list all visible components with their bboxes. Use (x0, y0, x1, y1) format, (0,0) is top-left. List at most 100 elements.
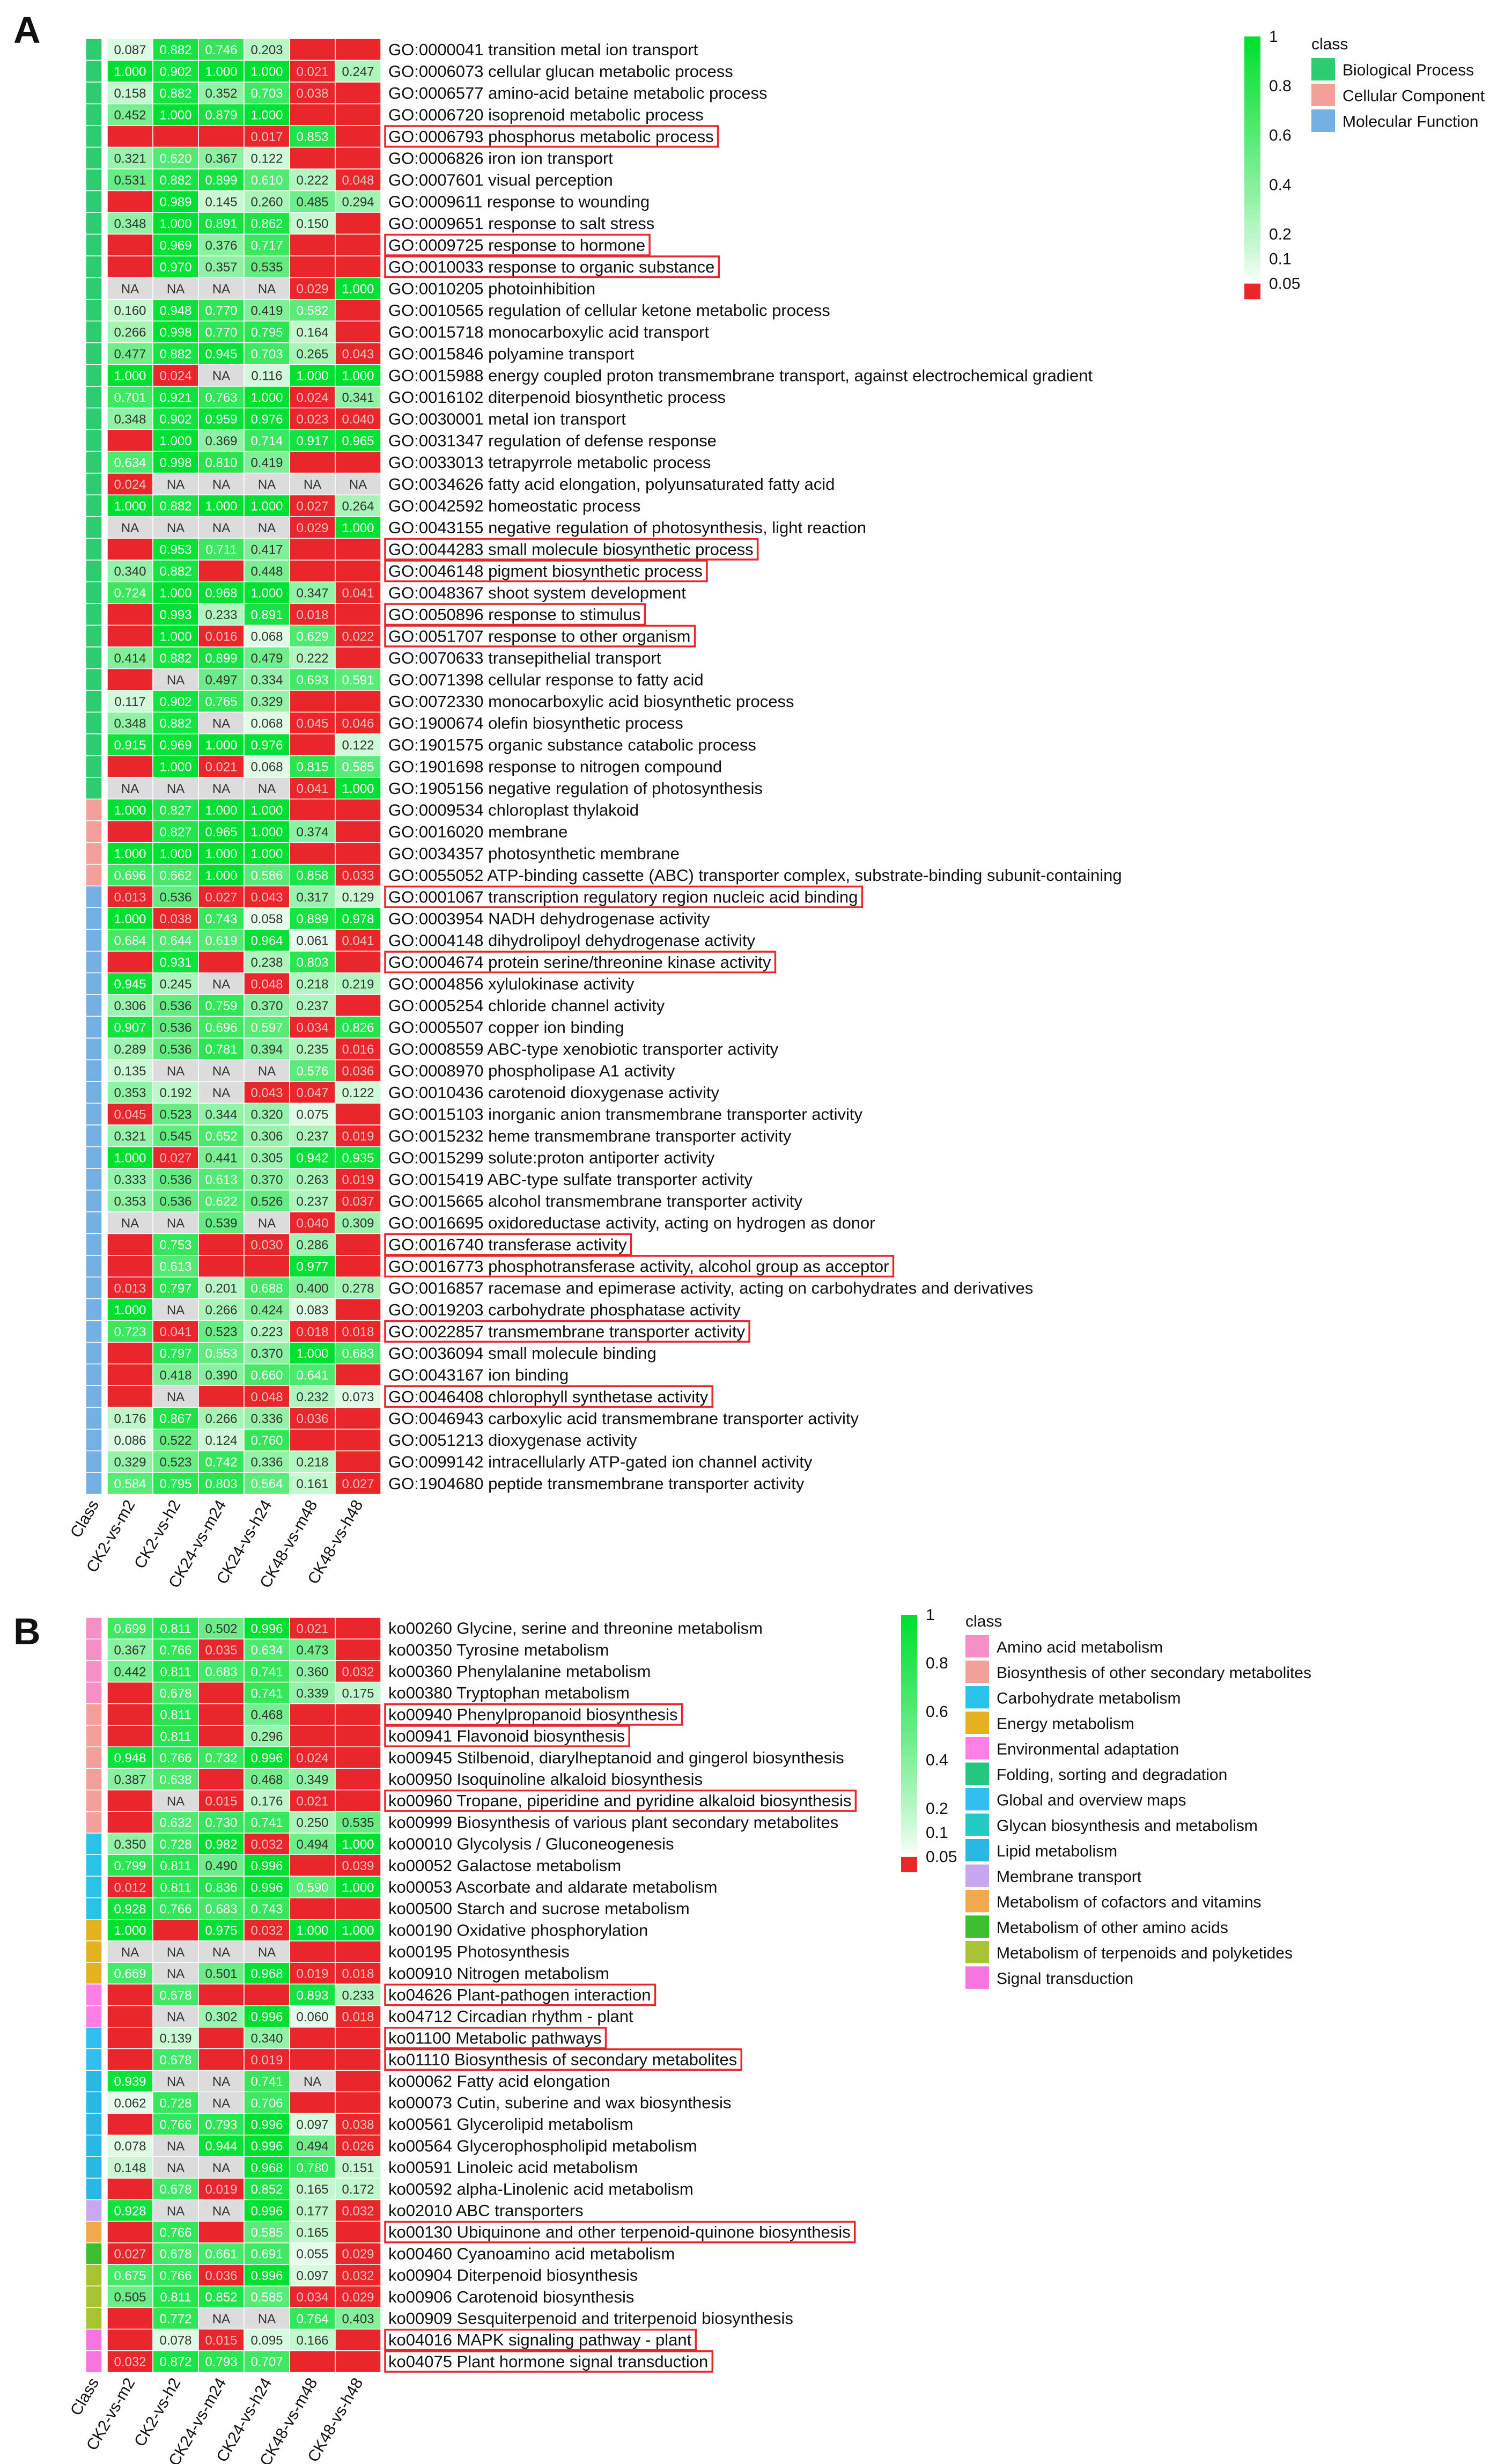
class-cell (85, 2027, 102, 2049)
heatmap-cell (289, 2156, 336, 2179)
row-label: GO:0004148 dihydrolipoyl dehydrogenase a… (388, 931, 756, 950)
cell-value: 0.441 (205, 1151, 237, 1166)
cell-value: 0.921 (159, 391, 191, 405)
cell-value: 0.928 (114, 2204, 146, 2218)
class-cell (85, 233, 102, 256)
cell-value: 0.353 (114, 1086, 146, 1100)
heatmap-cell (289, 38, 336, 61)
cell-value: 0.811 (160, 1708, 191, 1723)
heatmap-cell (335, 1102, 381, 1126)
cell-value: 0.390 (205, 1369, 237, 1383)
colorbar-segment (1244, 82, 1260, 87)
heatmap-cell (289, 2113, 336, 2136)
cell-value: 0.968 (250, 2161, 283, 2175)
colorbar-segment (1244, 238, 1260, 243)
heatmap-cell (244, 1298, 290, 1321)
row-label: GO:0009651 response to salt stress (388, 214, 654, 233)
cell-value: 0.766 (159, 2269, 191, 2283)
heatmap-cell (244, 1983, 290, 2006)
cell-value: 0.811 (160, 2290, 191, 2305)
cell-value: 0.996 (250, 1622, 283, 1636)
cell-value: 0.803 (205, 1477, 237, 1491)
class-cell (85, 386, 102, 409)
heatmap-cell (335, 190, 381, 213)
colorbar-segment (901, 1756, 917, 1761)
heatmap-cell (107, 320, 153, 343)
cell-value: 0.620 (159, 152, 191, 166)
cell-value: 0.862 (250, 217, 283, 231)
heatmap-cell (198, 1081, 245, 1104)
heatmap-cell (198, 1189, 245, 1212)
heatmap-cell (244, 733, 290, 756)
cell-value: 0.278 (342, 1282, 374, 1296)
table-row: 0.078 NA 0.944 0.996 0.494 0.026 ko00564 Glyce… (85, 2135, 697, 2157)
highlight-box (384, 1725, 630, 1747)
legend-swatch (1311, 58, 1335, 80)
heatmap-cell (198, 2220, 245, 2244)
row-label: ko00062 Fatty acid elongation (388, 2072, 610, 2091)
cell-value: 1.000 (205, 804, 237, 818)
row-label: GO:0055052 ATP-binding cassette (ABC) tr… (388, 866, 1122, 885)
heatmap-cell (198, 1407, 245, 1430)
heatmap-cell (198, 103, 245, 126)
colorbar-segment (901, 1716, 917, 1720)
cell-value: 0.479 (250, 651, 283, 666)
highlight-box (384, 255, 720, 278)
heatmap-cell (244, 538, 290, 561)
heatmap-cell (107, 2199, 153, 2222)
heatmap-cell (335, 82, 381, 105)
class-cell (85, 1211, 102, 1234)
colorbar-segment (1244, 36, 1260, 41)
heatmap-cell (289, 690, 336, 713)
cell-value: 0.590 (296, 1880, 328, 1895)
cell-value: 0.996 (250, 2118, 283, 2132)
heatmap-cell (244, 1038, 290, 1061)
cell-value: 1.000 (114, 65, 146, 79)
colorbar-segment (1244, 193, 1260, 198)
cell-value: 0.041 (296, 782, 328, 796)
legend-swatch (965, 1737, 989, 1760)
cell-value: 0.678 (159, 1988, 191, 2003)
heatmap-cell (198, 711, 245, 734)
cell-value: 1.000 (205, 499, 237, 514)
heatmap-cell (198, 1363, 245, 1386)
colorbar-segment (1244, 263, 1260, 268)
heatmap-cell (152, 1016, 199, 1039)
heatmap-cell (152, 2242, 199, 2265)
class-cell (85, 2220, 102, 2244)
cell-value: 0.728 (159, 2096, 191, 2110)
heatmap-cell (335, 1617, 381, 1639)
cell-value: 1.000 (342, 782, 374, 796)
cell-value: 0.586 (250, 869, 283, 883)
colorbar-segment (901, 1744, 917, 1749)
cell-value: 0.826 (342, 1021, 374, 1035)
cell-value: NA (304, 477, 321, 492)
cell-value: 0.286 (296, 1238, 328, 1253)
class-cell (85, 60, 102, 83)
cell-value: 0.075 (296, 1108, 328, 1122)
row-label: GO:0010565 regulation of cellular ketone… (388, 301, 830, 320)
table-row: 0.678 0.019 ko01110 Biosynthesis of second… (85, 2048, 742, 2071)
heatmap-cell (107, 690, 153, 713)
heatmap-cell (289, 1940, 336, 1963)
heatmap-cell (198, 2350, 245, 2373)
table-row: NA NA NA NA 0.029 1.000 GO:0010205 photoinhibi… (85, 277, 595, 300)
table-row: 0.928 0.766 0.683 0.743 ko00500 Starch and s… (85, 1897, 690, 1920)
highlight-box (384, 885, 864, 908)
heatmap-cell (335, 1703, 381, 1726)
heatmap-cell (198, 2199, 245, 2222)
heatmap-cell (289, 755, 336, 778)
table-row: NA 0.497 0.334 0.693 0.591 GO:0071398 cellula… (85, 668, 704, 691)
colorbar-segment (1244, 279, 1260, 284)
table-row: 0.531 0.882 0.899 0.610 0.222 0.048 GO:0007601… (85, 168, 613, 192)
heatmap-cell (152, 1472, 199, 1495)
heatmap-cell (152, 1983, 199, 2006)
class-cell (85, 1746, 102, 1769)
heatmap-cell (198, 1811, 245, 1834)
cell-value: 1.000 (250, 586, 283, 601)
cell-value: 0.989 (159, 195, 191, 210)
heatmap-cell (198, 2178, 245, 2201)
cell-value: 0.632 (159, 1816, 191, 1830)
legend-swatch (965, 1915, 989, 1938)
cell-value: 0.494 (296, 2139, 328, 2154)
